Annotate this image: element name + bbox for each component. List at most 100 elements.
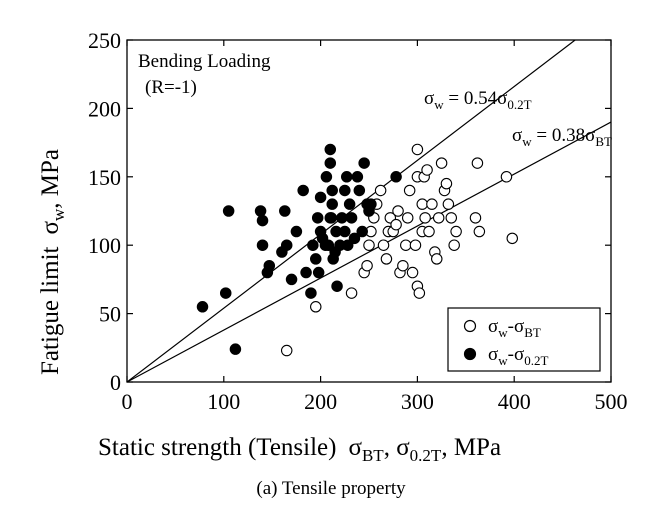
data-point-filled (222, 205, 235, 217)
data-point-open (397, 259, 409, 272)
fit-label-038-sym2: σ (585, 125, 595, 146)
data-point-filled (300, 266, 312, 279)
data-point-filled (312, 266, 325, 279)
fit-label-054-sym2: σ (497, 88, 507, 109)
data-point-filled (285, 273, 298, 286)
data-point-open (380, 253, 393, 265)
legend-marker-filled (463, 347, 477, 361)
data-point-filled (279, 205, 291, 217)
data-point-open (469, 212, 482, 224)
data-point-filled (343, 198, 356, 210)
legend: σw-σBT σw-σ0.2T (447, 307, 601, 372)
data-point-filled (390, 171, 402, 183)
x-tick-label: 100 (207, 389, 240, 414)
data-point-filled (290, 225, 303, 238)
data-points (196, 143, 519, 357)
data-point-filled (256, 239, 269, 251)
x-axis-ticks: 0 100 200 300 400 500 (122, 40, 628, 414)
legend-02t-sym: σ (488, 344, 498, 365)
y-axis-label-suffix: , MPa (37, 149, 64, 209)
data-point-filled (324, 157, 337, 169)
data-point-open (500, 171, 513, 183)
data-point-open (345, 287, 358, 299)
plot-area-frame (126, 39, 612, 383)
data-point-open (377, 239, 390, 251)
data-point-open (310, 301, 322, 313)
data-point-filled (297, 184, 309, 197)
data-point-filled (196, 301, 209, 313)
fit-label-038-sub2: BT (595, 134, 612, 149)
data-point-open (390, 218, 402, 231)
data-point-open (280, 344, 293, 357)
x-tick-label: 400 (498, 389, 531, 414)
data-point-open (363, 239, 375, 251)
legend-02t-sub2: 0.2T (524, 353, 548, 368)
data-point-filled (324, 143, 337, 156)
legend-bt-sub2: BT (524, 325, 541, 340)
data-point-open (409, 239, 422, 251)
data-point-open (426, 198, 438, 210)
legend-02t-dash: - (508, 344, 514, 365)
data-point-filled (326, 184, 338, 197)
data-point-filled (314, 191, 327, 204)
legend-bt-dash: - (508, 316, 514, 337)
x-axis-label: Static strength (Tensile) σBT, σ0.2T, MPa (98, 434, 501, 465)
y-axis-ticks: 0 50 100 150 200 250 (88, 28, 611, 395)
data-point-open (421, 164, 433, 176)
data-point-open (431, 253, 443, 265)
fit-label-054-sym: σ (424, 88, 434, 109)
y-tick-label: 150 (88, 165, 121, 190)
legend-bt-sub: w (498, 325, 508, 340)
data-point-filled (326, 198, 338, 210)
x-tick-label: 0 (122, 389, 133, 414)
legend-marker-open (463, 319, 477, 333)
data-point-filled (339, 225, 351, 238)
data-point-open (419, 212, 431, 224)
legend-02t-sym2: σ (514, 344, 524, 365)
fit-label-038-sub: w (522, 134, 532, 149)
data-point-open (442, 198, 455, 210)
x-tick-label: 200 (304, 389, 337, 414)
legend-02t-sub: w (498, 353, 508, 368)
data-point-filled (307, 239, 319, 251)
fit-line-038 (127, 121, 611, 382)
x-axis-label-sep: , (384, 434, 397, 461)
data-point-open (361, 259, 373, 272)
data-point-open (432, 212, 445, 224)
fit-label-054: σw = 0.54σ0.2T (424, 88, 532, 112)
x-axis-label-prefix: Static strength (Tensile) (98, 434, 336, 461)
data-point-open (400, 239, 412, 251)
data-point-filled (322, 239, 335, 251)
fit-label-054-sub: w (434, 97, 444, 112)
fit-label-038-mid: = 0.38 (532, 125, 585, 146)
data-point-filled (340, 171, 353, 183)
data-point-filled (339, 184, 351, 197)
legend-bt-sym: σ (488, 316, 498, 337)
x-axis-label-suffix: , MPa (441, 434, 501, 461)
fit-line-054 (127, 40, 576, 382)
x-tick-label: 500 (595, 389, 628, 414)
data-point-open (406, 266, 419, 279)
data-point-filled (311, 212, 324, 224)
data-point-filled (325, 212, 337, 224)
data-point-filled (219, 287, 232, 299)
data-point-filled (256, 214, 269, 227)
data-point-open (471, 157, 484, 169)
data-point-open (435, 157, 448, 169)
legend-label-bt: σw-σBT (488, 316, 541, 340)
data-point-filled (358, 157, 370, 169)
data-point-open (440, 177, 453, 190)
data-point-open (411, 143, 424, 156)
data-point-open (445, 212, 458, 224)
data-point-filled (353, 184, 366, 197)
data-point-filled (331, 280, 343, 292)
figure-caption: (a) Tensile property (256, 478, 406, 499)
data-point-filled (348, 232, 361, 245)
data-point-filled (365, 198, 377, 210)
data-point-filled (310, 253, 322, 265)
annotation-loading: Bending Loading (138, 51, 271, 72)
data-point-filled (351, 171, 364, 183)
data-point-open (392, 205, 404, 217)
fit-lines (127, 40, 611, 382)
